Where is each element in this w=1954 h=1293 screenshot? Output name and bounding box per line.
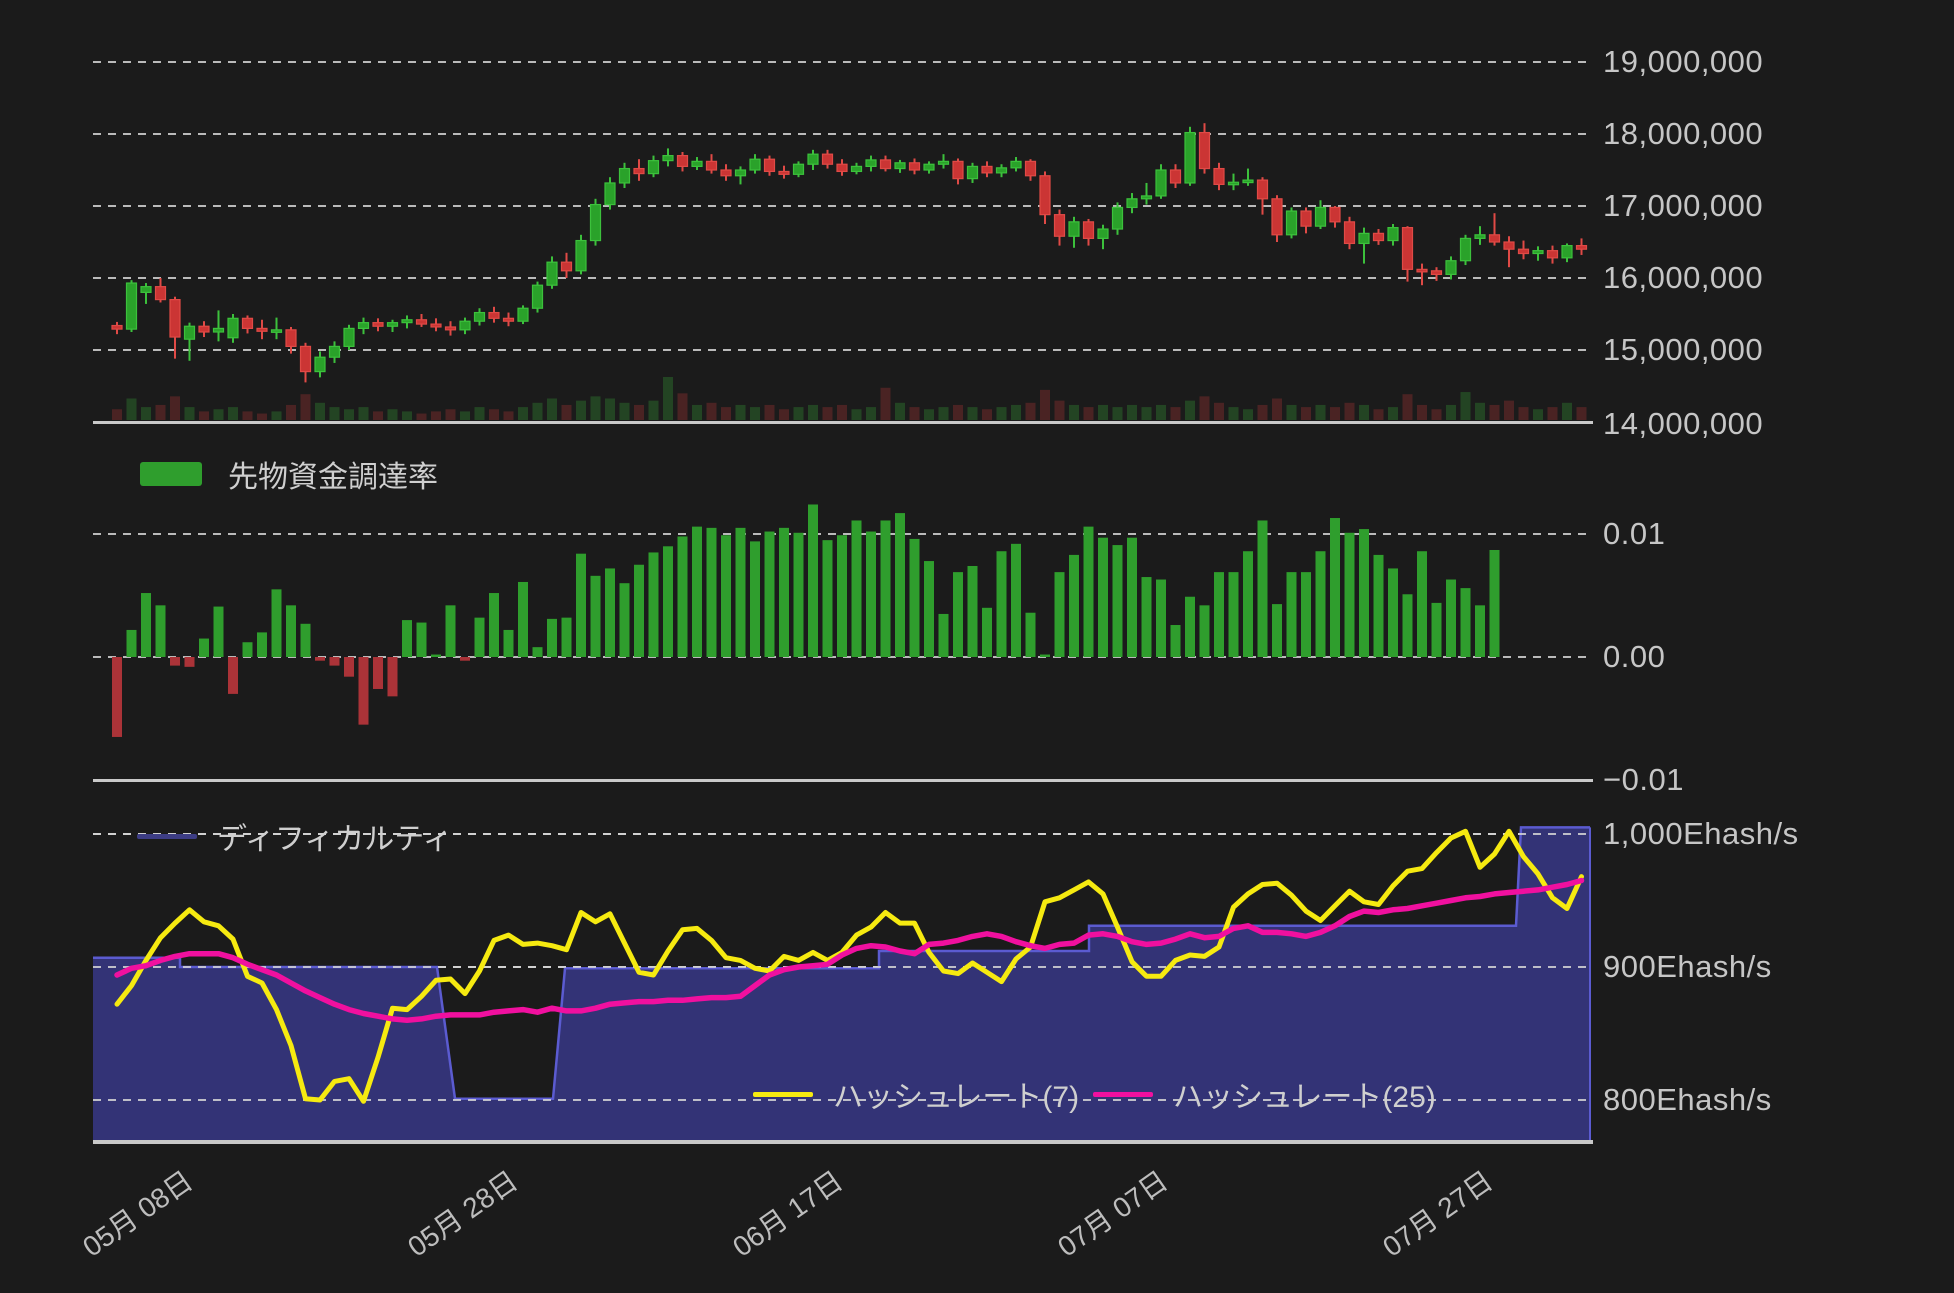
price-axis-label: 15,000,000	[1603, 332, 1764, 367]
difficulty-area	[93, 826, 1591, 1141]
price-axis-label: 19,000,000	[1603, 44, 1764, 79]
legend-funding-rate[interactable]: 先物資金調達率	[140, 452, 438, 496]
funding-axis-label: −0.01	[1603, 762, 1684, 797]
funding-legend-swatch	[140, 462, 202, 486]
price-axis-label: 17,000,000	[1603, 188, 1764, 223]
hashrate7-legend-swatch	[753, 1091, 813, 1097]
hashrate-axis-label: 900Ehash/s	[1603, 949, 1772, 984]
legend-hashrate25[interactable]: ハッシュレート(25)	[1093, 1072, 1436, 1116]
price-axis-label: 16,000,000	[1603, 260, 1764, 295]
hashrate-axis-label: 1,000Ehash/s	[1603, 816, 1799, 851]
hashrate25-line	[114, 877, 1585, 1023]
legend-difficulty[interactable]: ディフィカルティ	[137, 814, 453, 858]
funding-legend-label: 先物資金調達率	[228, 461, 438, 494]
hashrate-axis-label: 800Ehash/s	[1603, 1082, 1772, 1117]
price-axis-label: 18,000,000	[1603, 116, 1764, 151]
funding-axis-label: 0.00	[1603, 639, 1666, 674]
funding-axis-label: 0.01	[1603, 516, 1666, 551]
panel-separators	[93, 421, 1593, 1144]
hashrate25-legend-label: ハッシュレート(25)	[1173, 1081, 1436, 1114]
gridlines-hashrate-overlay	[93, 833, 1593, 1101]
hashrate7-legend-label: ハッシュレート(7)	[833, 1081, 1080, 1114]
difficulty-legend-swatch	[137, 833, 197, 839]
funding-rate-series	[112, 504, 1500, 737]
hashrate7-line	[114, 828, 1584, 1104]
candlestick-series	[111, 123, 1588, 383]
difficulty-legend-label: ディフィカルティ	[217, 823, 453, 856]
legend-hashrate7[interactable]: ハッシュレート(7)	[753, 1072, 1079, 1116]
price-axis-label: 14,000,000	[1603, 406, 1764, 441]
volume-series	[112, 377, 1587, 420]
hashrate25-legend-swatch	[1093, 1091, 1153, 1097]
